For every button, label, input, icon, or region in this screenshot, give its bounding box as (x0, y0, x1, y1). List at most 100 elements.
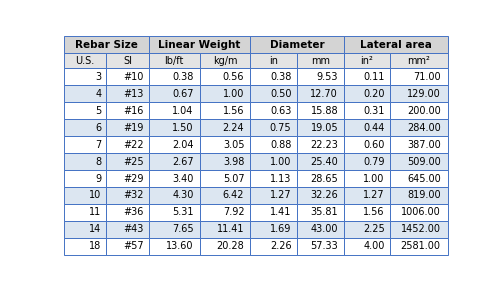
Text: 6: 6 (95, 123, 101, 133)
Text: mm²: mm² (408, 56, 430, 66)
Text: Rebar Size: Rebar Size (75, 39, 138, 50)
Text: 3: 3 (95, 72, 101, 82)
Bar (297, 187, 344, 204)
Text: 35.81: 35.81 (310, 207, 338, 217)
Text: mm: mm (311, 56, 330, 66)
Text: 1006.00: 1006.00 (401, 207, 441, 217)
Bar (106, 153, 149, 170)
Bar (64, 53, 106, 69)
Text: 819.00: 819.00 (407, 190, 441, 200)
Bar (344, 187, 390, 204)
Bar (250, 119, 297, 136)
Text: 4.30: 4.30 (172, 190, 194, 200)
Bar (106, 136, 149, 153)
Text: #25: #25 (123, 157, 144, 167)
Text: 0.44: 0.44 (363, 123, 385, 133)
Text: 15.88: 15.88 (310, 106, 338, 116)
Bar (64, 153, 106, 170)
Bar (149, 204, 200, 221)
Text: 1.13: 1.13 (270, 174, 291, 183)
Bar (390, 85, 448, 102)
Text: 0.20: 0.20 (363, 89, 385, 99)
Text: #29: #29 (123, 174, 144, 183)
Bar (64, 119, 106, 136)
Text: Lateral area: Lateral area (360, 39, 432, 50)
Text: 1.56: 1.56 (363, 207, 385, 217)
Bar (64, 204, 106, 221)
Bar (64, 238, 106, 255)
Text: 0.88: 0.88 (270, 140, 291, 150)
Bar (297, 153, 344, 170)
Text: 5.07: 5.07 (223, 174, 245, 183)
Bar (149, 69, 200, 85)
Bar (344, 136, 390, 153)
Text: 509.00: 509.00 (407, 157, 441, 167)
Text: U.S.: U.S. (75, 56, 95, 66)
Bar (297, 204, 344, 221)
Bar (106, 204, 149, 221)
Bar (149, 53, 200, 69)
Bar (250, 238, 297, 255)
Bar (106, 221, 149, 238)
Bar (390, 136, 448, 153)
Bar (200, 238, 250, 255)
Text: #36: #36 (123, 207, 144, 217)
Text: 10: 10 (89, 190, 101, 200)
Text: 0.11: 0.11 (363, 72, 385, 82)
Text: 1.41: 1.41 (270, 207, 291, 217)
Bar (344, 204, 390, 221)
Text: 2.26: 2.26 (270, 241, 291, 251)
Bar (297, 238, 344, 255)
Text: #22: #22 (123, 140, 144, 150)
Text: lb/ft: lb/ft (165, 56, 184, 66)
Bar (344, 170, 390, 187)
Bar (64, 136, 106, 153)
Text: 645.00: 645.00 (407, 174, 441, 183)
Bar (344, 238, 390, 255)
Bar (64, 36, 149, 53)
Bar (390, 53, 448, 69)
Text: 14: 14 (89, 224, 101, 234)
Text: #57: #57 (123, 241, 144, 251)
Text: 9.53: 9.53 (316, 72, 338, 82)
Text: 2.24: 2.24 (223, 123, 245, 133)
Text: 43.00: 43.00 (310, 224, 338, 234)
Text: 0.31: 0.31 (363, 106, 385, 116)
Bar (250, 204, 297, 221)
Text: 9: 9 (95, 174, 101, 183)
Text: 1.04: 1.04 (172, 106, 194, 116)
Bar (106, 187, 149, 204)
Text: 5.31: 5.31 (172, 207, 194, 217)
Text: Diameter: Diameter (270, 39, 324, 50)
Text: 7.65: 7.65 (172, 224, 194, 234)
Bar (149, 170, 200, 187)
Text: #32: #32 (123, 190, 144, 200)
Bar (390, 221, 448, 238)
Text: in²: in² (361, 56, 373, 66)
Bar (149, 136, 200, 153)
Text: #10: #10 (123, 72, 144, 82)
Text: 13.60: 13.60 (166, 241, 194, 251)
Text: 1.00: 1.00 (223, 89, 245, 99)
Text: 200.00: 200.00 (407, 106, 441, 116)
Bar (250, 85, 297, 102)
Text: SI: SI (123, 56, 132, 66)
Text: 0.79: 0.79 (363, 157, 385, 167)
Bar (344, 36, 448, 53)
Bar (390, 119, 448, 136)
Bar (200, 204, 250, 221)
Text: #13: #13 (123, 89, 144, 99)
Bar (297, 221, 344, 238)
Bar (200, 187, 250, 204)
Text: 2581.00: 2581.00 (401, 241, 441, 251)
Text: 129.00: 129.00 (407, 89, 441, 99)
Text: 1.50: 1.50 (172, 123, 194, 133)
Bar (250, 170, 297, 187)
Text: 3.40: 3.40 (172, 174, 194, 183)
Text: 57.33: 57.33 (310, 241, 338, 251)
Bar (390, 153, 448, 170)
Bar (250, 36, 344, 53)
Text: 11: 11 (89, 207, 101, 217)
Bar (149, 85, 200, 102)
Bar (390, 204, 448, 221)
